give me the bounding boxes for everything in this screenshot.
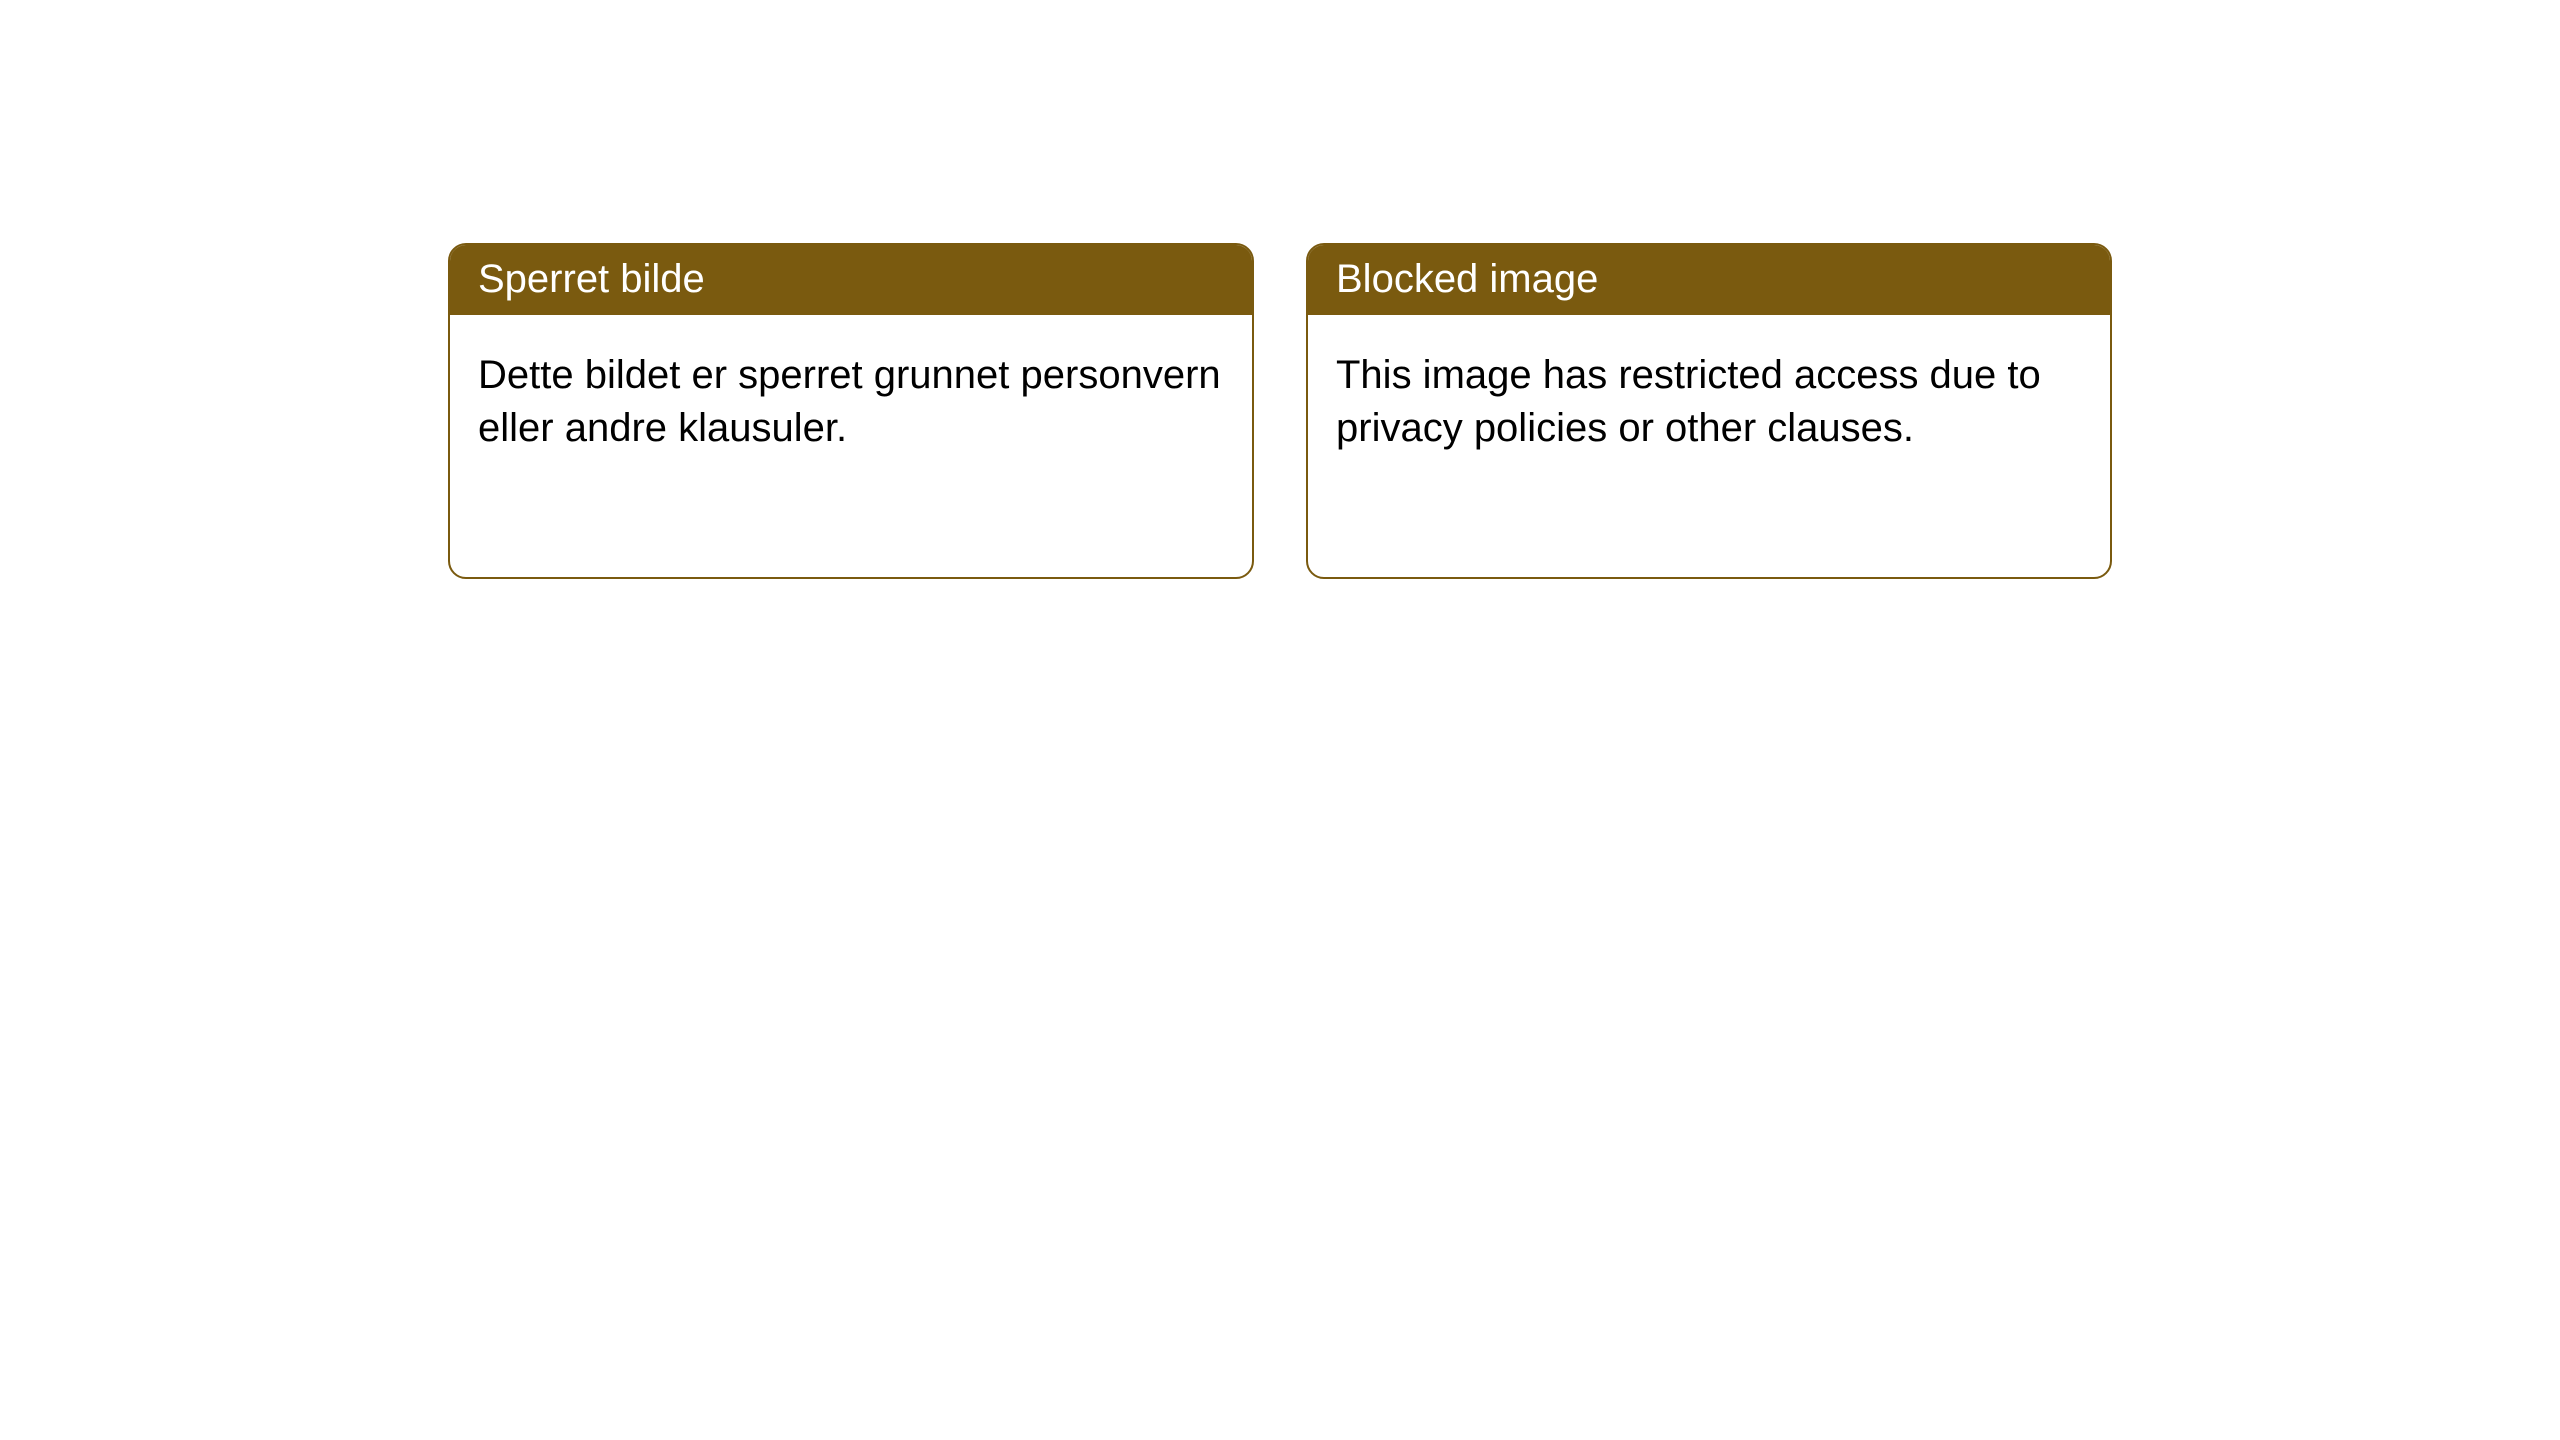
notice-card-english: Blocked image This image has restricted … bbox=[1306, 243, 2112, 579]
notice-title: Sperret bilde bbox=[450, 245, 1252, 315]
notice-card-norwegian: Sperret bilde Dette bildet er sperret gr… bbox=[448, 243, 1254, 579]
notice-body: This image has restricted access due to … bbox=[1308, 315, 2110, 489]
notice-title: Blocked image bbox=[1308, 245, 2110, 315]
notice-body: Dette bildet er sperret grunnet personve… bbox=[450, 315, 1252, 489]
notice-container: Sperret bilde Dette bildet er sperret gr… bbox=[0, 0, 2560, 579]
